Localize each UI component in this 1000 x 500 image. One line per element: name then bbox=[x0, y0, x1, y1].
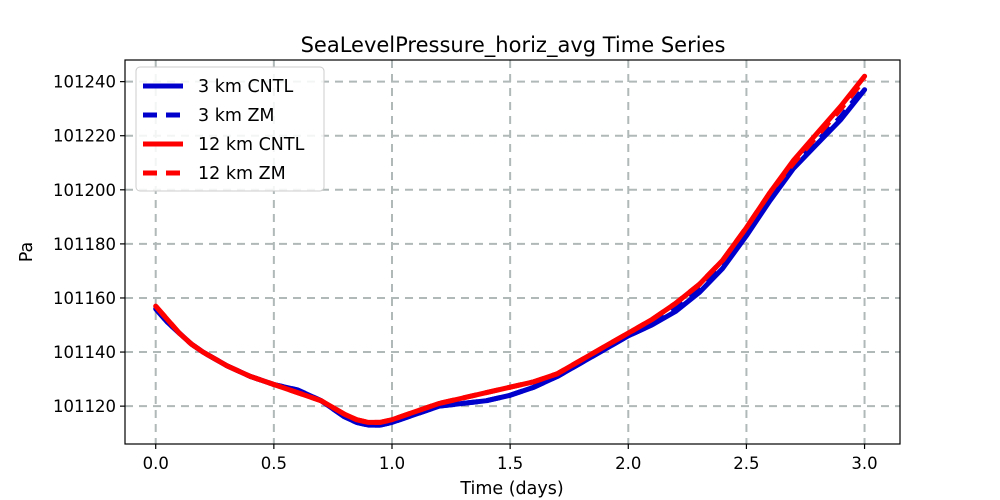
legend-label: 3 km ZM bbox=[198, 106, 275, 126]
y-tick-label: 101180 bbox=[53, 235, 116, 254]
y-tick-label: 101120 bbox=[53, 397, 116, 416]
y-tick-label: 101160 bbox=[53, 289, 116, 308]
series-line-12-km-zm bbox=[153, 77, 867, 425]
x-tick-label: 0.5 bbox=[261, 454, 287, 473]
y-tick-label: 101220 bbox=[53, 127, 116, 146]
x-tick-label: 1.5 bbox=[497, 454, 523, 473]
y-axis: 101120 101140 101160 101180 101200 101220 1012… bbox=[53, 73, 125, 416]
legend-box bbox=[135, 66, 325, 192]
y-tick-label: 101200 bbox=[53, 181, 116, 200]
plot-frame bbox=[124, 59, 901, 445]
x-axis: 0.0 0.5 1.0 1.5 2.0 2.5 3.0 bbox=[143, 444, 878, 473]
series-line-3-km-zm bbox=[153, 85, 867, 428]
plot-area bbox=[153, 73, 868, 428]
legend-label: 12 km CNTL bbox=[198, 135, 305, 155]
x-tick-label: 3.0 bbox=[851, 454, 877, 473]
x-axis-title: Time (days) bbox=[459, 479, 563, 499]
x-tick-label: 2.0 bbox=[615, 454, 641, 473]
x-tick-label: 0.0 bbox=[143, 454, 169, 473]
y-tick-label: 101140 bbox=[53, 343, 116, 362]
y-tick-label: 101240 bbox=[53, 73, 116, 92]
legend-label: 3 km CNTL bbox=[198, 77, 293, 97]
y-axis-title: Pa bbox=[17, 242, 37, 263]
x-tick-label: 1.0 bbox=[379, 454, 405, 473]
legend-label: 12 km ZM bbox=[198, 164, 286, 184]
x-tick-label: 2.5 bbox=[733, 454, 759, 473]
chart-title: SeaLevelPressure_horiz_avg Time Series bbox=[301, 33, 726, 58]
legend: 3 km CNTL 3 km ZM 12 km CNTL 12 km ZM bbox=[135, 66, 325, 192]
